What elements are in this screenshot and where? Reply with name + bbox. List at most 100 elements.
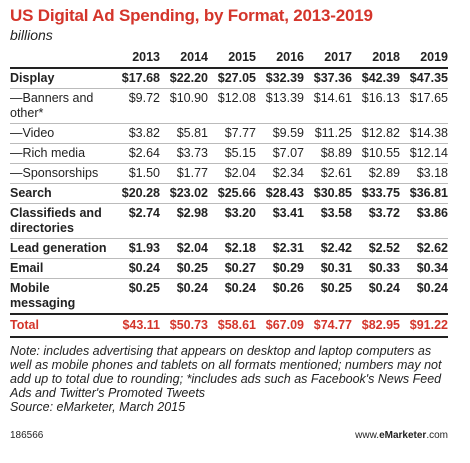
table-cell: $0.25 (160, 258, 208, 279)
table-cell: $2.34 (256, 163, 304, 184)
table-cell: $27.05 (208, 68, 256, 89)
table-row: Classifieds and directories $2.74 $2.98 $3.… (10, 203, 448, 239)
row-label: Email (10, 258, 112, 279)
table-cell: $9.72 (112, 88, 160, 124)
column-header: 2015 (208, 48, 256, 69)
table-cell: $1.77 (160, 163, 208, 184)
table-cell: $2.04 (160, 238, 208, 259)
total-cell: $82.95 (352, 313, 400, 338)
table-cell: $47.35 (400, 68, 448, 89)
table-row: —Banners and other* $9.72 $10.90 $12.08 $13.… (10, 88, 448, 124)
table-cell: $0.25 (304, 278, 352, 315)
table-cell: $23.02 (160, 183, 208, 204)
table-row: —Rich media $2.64 $3.73 $5.15 $7.07 $8.89 $10.… (10, 143, 448, 164)
table-cell: $8.89 (304, 143, 352, 164)
table-cell: $2.31 (256, 238, 304, 259)
table-cell: $37.36 (304, 68, 352, 89)
table-cell: $0.26 (256, 278, 304, 315)
table-cell: $9.59 (256, 123, 304, 144)
table-cell: $2.18 (208, 238, 256, 259)
table-cell: $3.82 (112, 123, 160, 144)
table-cell: $3.72 (352, 203, 400, 239)
total-row: Total $43.11 $50.73 $58.61 $67.09 $74.77 $82.9… (10, 313, 448, 338)
row-label: Search (10, 183, 112, 204)
table-row: Lead generation $1.93 $2.04 $2.18 $2.31 $2.42… (10, 238, 448, 259)
site-suffix: .com (426, 430, 448, 441)
table-cell: $3.86 (400, 203, 448, 239)
table-cell: $0.25 (112, 278, 160, 315)
total-cell: $43.11 (112, 313, 160, 338)
table-cell: $0.33 (352, 258, 400, 279)
table-cell: $2.64 (112, 143, 160, 164)
table-cell: $0.27 (208, 258, 256, 279)
header-corner (10, 48, 112, 69)
table-cell: $3.73 (160, 143, 208, 164)
table-cell: $2.62 (400, 238, 448, 259)
column-header: 2014 (160, 48, 208, 69)
table-row: —Sponsorships $1.50 $1.77 $2.04 $2.34 $2.61 $2… (10, 163, 448, 184)
table-cell: $0.31 (304, 258, 352, 279)
row-label: Mobile messaging (10, 278, 112, 315)
table-cell: $16.13 (352, 88, 400, 124)
table-cell: $10.90 (160, 88, 208, 124)
table-cell: $11.25 (304, 123, 352, 144)
chart-note: Note: includes advertising that appears … (10, 344, 448, 414)
table-cell: $2.74 (112, 203, 160, 239)
table-cell: $3.18 (400, 163, 448, 184)
total-cell: $91.22 (400, 313, 448, 338)
table-row: Mobile messaging $0.25 $0.24 $0.24 $0.26 $0.2… (10, 278, 448, 315)
row-label: —Rich media (10, 143, 112, 164)
table-cell: $12.82 (352, 123, 400, 144)
table-cell: $12.08 (208, 88, 256, 124)
table-cell: $1.93 (112, 238, 160, 259)
table-cell: $20.28 (112, 183, 160, 204)
table-cell: $5.15 (208, 143, 256, 164)
table-cell: $3.20 (208, 203, 256, 239)
table-cell: $0.24 (112, 258, 160, 279)
row-label: Display (10, 68, 112, 89)
total-cell: $50.73 (160, 313, 208, 338)
table-cell: $7.07 (256, 143, 304, 164)
note-text: Note: includes advertising that appears … (10, 344, 442, 400)
column-header: 2013 (112, 48, 160, 69)
table-body: Display $17.68 $22.20 $27.05 $32.39 $37.36 $42… (10, 68, 448, 338)
table-cell: $36.81 (400, 183, 448, 204)
site-link[interactable]: www.eMarketer.com (355, 430, 448, 441)
table-cell: $3.41 (256, 203, 304, 239)
chart-subtitle: billions (10, 27, 53, 43)
total-cell: $74.77 (304, 313, 352, 338)
table-cell: $0.24 (208, 278, 256, 315)
column-header: 2017 (304, 48, 352, 69)
table-cell: $2.42 (304, 238, 352, 259)
column-header: 2018 (352, 48, 400, 69)
row-label: —Video (10, 123, 112, 144)
table-cell: $10.55 (352, 143, 400, 164)
header-row: 2013 2014 2015 2016 2017 2018 2019 (10, 48, 448, 69)
table-cell: $0.29 (256, 258, 304, 279)
total-cell: $58.61 (208, 313, 256, 338)
table-cell: $42.39 (352, 68, 400, 89)
table-cell: $12.14 (400, 143, 448, 164)
table-cell: $22.20 (160, 68, 208, 89)
table-cell: $28.43 (256, 183, 304, 204)
table-cell: $1.50 (112, 163, 160, 184)
table-cell: $0.24 (352, 278, 400, 315)
table-cell: $5.81 (160, 123, 208, 144)
table-cell: $33.75 (352, 183, 400, 204)
table-cell: $17.65 (400, 88, 448, 124)
chart-title: US Digital Ad Spending, by Format, 2013-… (10, 6, 373, 25)
table-cell: $3.58 (304, 203, 352, 239)
table-cell: $2.52 (352, 238, 400, 259)
site-prefix: www. (355, 430, 380, 441)
table-cell: $32.39 (256, 68, 304, 89)
table-cell: $17.68 (112, 68, 160, 89)
table-cell: $2.89 (352, 163, 400, 184)
table-cell: $0.34 (400, 258, 448, 279)
total-label: Total (10, 313, 112, 338)
table-cell: $2.61 (304, 163, 352, 184)
table-row: Email $0.24 $0.25 $0.27 $0.29 $0.31 $0.33 $0.34 (10, 258, 448, 279)
table-cell: $2.04 (208, 163, 256, 184)
table-cell: $2.98 (160, 203, 208, 239)
table-row: —Video $3.82 $5.81 $7.77 $9.59 $11.25 $12.82 $1… (10, 123, 448, 144)
total-cell: $67.09 (256, 313, 304, 338)
